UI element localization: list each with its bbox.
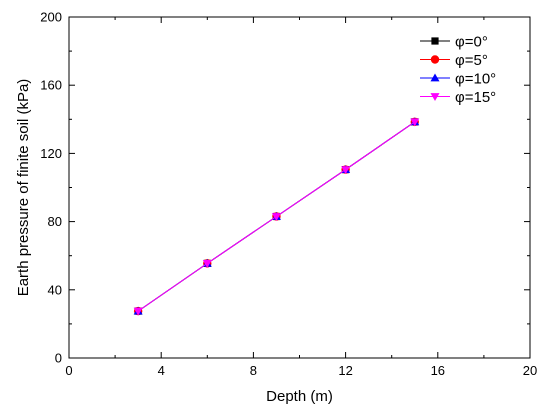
y-tick-label: 80 (48, 214, 62, 229)
data-point (133, 307, 143, 316)
legend-label: φ=0° (455, 34, 488, 51)
data-point (341, 166, 351, 175)
legend-marker (430, 93, 440, 101)
y-tick-label: 40 (48, 282, 62, 297)
series-3 (133, 118, 420, 316)
x-tick-label: 16 (431, 363, 445, 378)
y-tick-label: 160 (40, 78, 62, 93)
x-axis-title: Depth (m) (266, 388, 333, 405)
x-tick-label: 4 (158, 363, 165, 378)
data-point (271, 213, 281, 221)
legend-marker (430, 73, 440, 82)
legend: φ=0°φ=5° φ=10°φ=15° (420, 34, 496, 106)
y-tick-label: 200 (40, 10, 62, 25)
x-tick-label: 8 (250, 363, 257, 378)
y-tick-label: 0 (55, 351, 62, 366)
legend-label: φ=10° (455, 71, 496, 88)
data-point (202, 259, 212, 268)
x-tick-label: 20 (523, 363, 537, 378)
y-tick-label: 120 (40, 146, 62, 161)
legend-marker (430, 55, 440, 64)
x-tick-label: 12 (338, 363, 352, 378)
legend-marker (431, 37, 439, 45)
plot-series (133, 117, 420, 316)
y-axis-title: Earth pressure of finite soil (kPa) (15, 79, 32, 297)
data-point (410, 118, 420, 127)
x-tick-label: 0 (65, 363, 72, 378)
legend-label: φ=15° (455, 89, 496, 106)
legend-label: φ=5° (455, 52, 488, 69)
